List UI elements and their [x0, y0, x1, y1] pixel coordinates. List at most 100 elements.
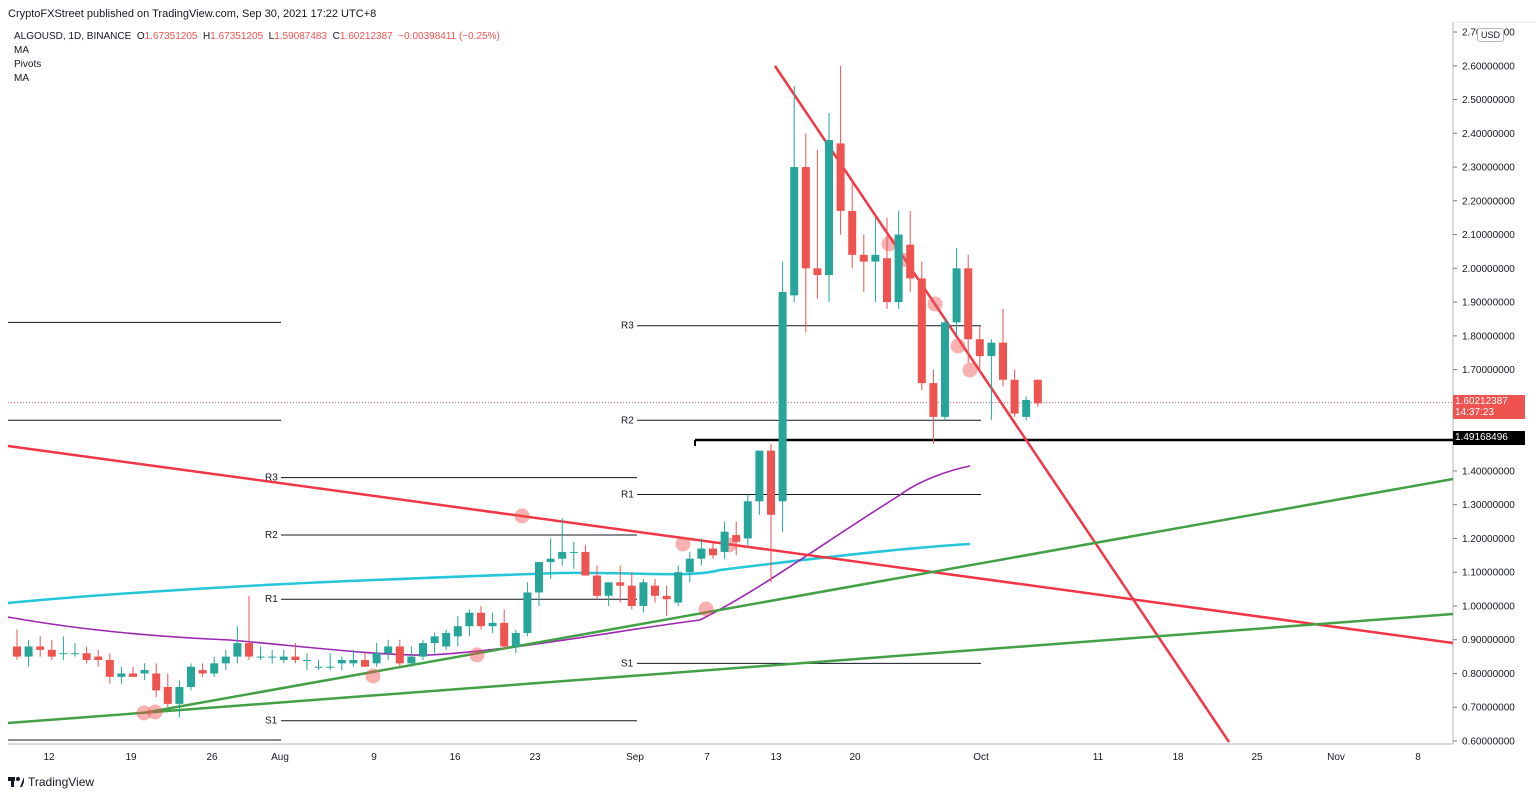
candle-body: [1010, 379, 1019, 414]
candle-body: [488, 622, 497, 627]
trend-lines: [7, 65, 1454, 743]
price-tick-label: 1.70000000: [1462, 365, 1515, 376]
candle-body: [152, 673, 161, 691]
touch-marker: [514, 508, 530, 524]
candle-body: [604, 582, 613, 596]
touch-marker: [698, 601, 714, 617]
candle-body: [442, 632, 451, 647]
steep-downtrend-line: [773, 65, 1231, 743]
open-value: 1.67351205: [144, 31, 198, 42]
price-tick-label: 2.20000000: [1462, 196, 1515, 207]
pivot-label: R1: [265, 594, 278, 605]
candle-body: [407, 656, 416, 664]
candle-body: [337, 659, 346, 664]
descending-trendline: [7, 444, 1454, 645]
pivot-label: R2: [621, 415, 634, 426]
price-axis-ticks: 0.60000000 0.70000000 0.80000000 0.90000000…: [1453, 28, 1515, 748]
price-tick-label: 1.90000000: [1462, 298, 1515, 309]
candle-body: [303, 659, 311, 661]
candle-body: [198, 670, 207, 674]
indicator-ma-2[interactable]: MA: [14, 73, 29, 84]
pivot-label: S1: [621, 658, 634, 669]
candle-body: [314, 666, 323, 668]
touch-marker: [365, 668, 381, 684]
candle-body: [117, 673, 126, 677]
candle-body: [674, 572, 683, 603]
candle-body: [894, 234, 903, 303]
symbol-info[interactable]: ALGOUSD, 1D, BINANCE: [14, 31, 132, 42]
pivot-label: R2: [265, 530, 278, 541]
candle-body: [929, 383, 938, 417]
price-tick-label: 2.10000000: [1462, 230, 1515, 241]
time-axis-ticks: 12 19 26 Aug 9 16 23 Sep 7 13 20 Oct 11 18 25 Nov 8: [43, 752, 1421, 763]
candle-body: [732, 535, 741, 542]
candle-body: [941, 322, 949, 417]
horizontal-level-badge: 1.49168496: [1453, 431, 1525, 445]
price-tick-label: 2.00000000: [1462, 264, 1515, 275]
high-label: H: [203, 31, 211, 42]
time-tick-label: 13: [770, 752, 782, 763]
price-tick-label: 0.80000000: [1462, 669, 1515, 680]
open-label: O: [136, 31, 145, 42]
candle-body: [813, 268, 822, 276]
pivot-label: S1: [265, 716, 278, 727]
candle-body: [593, 575, 601, 596]
candle-body: [465, 612, 474, 627]
candle-body: [720, 531, 729, 552]
candle-body: [210, 663, 219, 674]
candle-body: [326, 666, 335, 668]
candle-body: [221, 656, 230, 664]
candle-body: [361, 659, 369, 667]
candle-body: [685, 558, 694, 573]
indicator-ma-1[interactable]: MA: [14, 45, 29, 56]
candle-body: [233, 643, 242, 657]
candle-body: [767, 450, 775, 515]
candle-body: [175, 686, 184, 704]
candle-body: [477, 612, 485, 627]
tradingview-logo-icon: [8, 777, 24, 787]
candle-body: [755, 450, 764, 502]
candle-body: [999, 342, 1007, 380]
time-tick-label: 20: [849, 752, 861, 763]
candle-body: [627, 585, 636, 606]
candle-body: [546, 558, 555, 563]
price-tick-label: 1.10000000: [1462, 568, 1515, 579]
candle-body: [859, 254, 868, 262]
candle-body: [71, 653, 79, 655]
candle-body: [256, 656, 265, 658]
price-tick-label: 0.70000000: [1462, 703, 1515, 714]
candle-body: [1033, 379, 1042, 404]
tradingview-logo[interactable]: TradingView: [8, 775, 94, 789]
candle-body: [801, 167, 810, 269]
candle-body: [523, 592, 532, 633]
price-tick-label: 2.50000000: [1462, 95, 1515, 106]
time-tick-label: 12: [43, 752, 55, 763]
publisher-line: CryptoFXStreet published on TradingView.…: [8, 8, 377, 20]
candle-body: [616, 582, 625, 586]
ohlc-row: ALGOUSD, 1D, BINANCE O1.67351205 H1.6735…: [14, 30, 500, 44]
candle-body: [140, 670, 149, 674]
touch-marker: [675, 536, 691, 552]
time-tick-label: 9: [371, 752, 377, 763]
price-tick-label: 1.00000000: [1462, 601, 1515, 612]
time-tick-label: 18: [1172, 752, 1184, 763]
candle-body: [47, 649, 56, 657]
candle-body: [59, 653, 68, 655]
touch-marker: [950, 338, 966, 354]
ma-cyan-line: [7, 542, 971, 605]
candle-body: [952, 268, 961, 323]
price-tick-label: 1.30000000: [1462, 500, 1515, 511]
close-label: C: [332, 31, 340, 42]
candle-body: [975, 339, 984, 357]
currency-badge[interactable]: USD: [1477, 28, 1505, 42]
time-tick-label: 25: [1251, 752, 1263, 763]
candle-body: [836, 143, 845, 211]
pivot-label: R1: [621, 490, 634, 501]
indicator-pivots[interactable]: Pivots: [14, 59, 42, 70]
candle-body: [883, 258, 891, 303]
candle-body: [245, 643, 253, 657]
candle-body: [662, 595, 671, 600]
touch-marker: [136, 705, 152, 721]
candle-body: [848, 210, 857, 255]
